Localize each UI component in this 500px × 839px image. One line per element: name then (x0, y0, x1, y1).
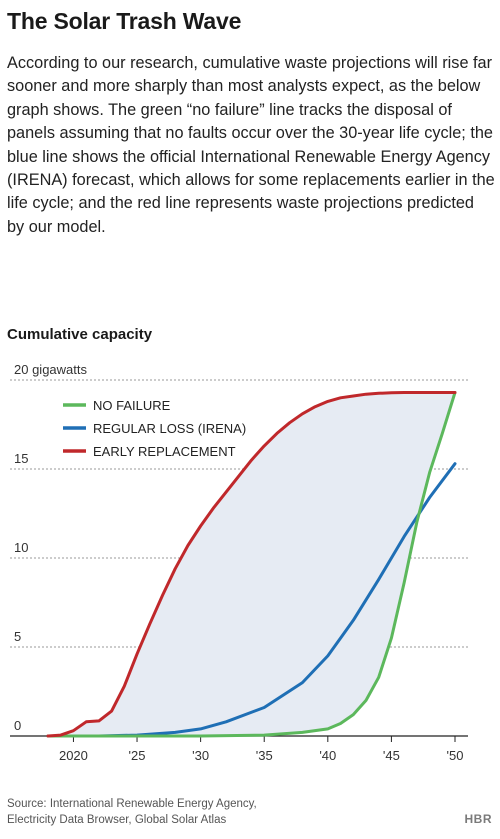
cumulative-capacity-chart: 0 5 10 15 20 gigawatts 2020 '25 '30 '35 '40 '45 '50… (10, 362, 468, 763)
hbr-logo: HBR (465, 812, 493, 826)
source-line-2: Electricity Data Browser, Global Solar A… (7, 814, 227, 826)
hbr-logo-text: HBR (464, 812, 492, 826)
legend-label-early-replacement: EARLY REPLACEMENT (93, 444, 236, 459)
x-tick-label-2020: 2020 (59, 748, 88, 763)
x-tick-label-2040: '40 (319, 748, 336, 763)
intro-paragraph: According to our research, cumulative wa… (7, 54, 495, 236)
chart-title: Cumulative capacity (7, 326, 153, 343)
y-tick-label-10: 10 (14, 540, 28, 555)
source-note: Source: International Renewable Energy A… (7, 796, 257, 828)
x-tick-label-2045: '45 (383, 748, 400, 763)
y-tick-label-0: 0 (14, 718, 21, 733)
y-tick-label-20: 20 gigawatts (14, 362, 87, 377)
legend: NO FAILURE REGULAR LOSS (IRENA) EARLY REPL… (63, 398, 246, 459)
source-line-1: Source: International Renewable Energy A… (7, 798, 257, 810)
series-line-no-failure (46, 391, 457, 738)
x-tick-label-2050: '50 (447, 748, 464, 763)
shaded-area (48, 392, 455, 736)
x-tick-label-2035: '35 (256, 748, 273, 763)
legend-label-no-failure: NO FAILURE (93, 398, 171, 413)
y-tick-label-5: 5 (14, 629, 21, 644)
legend-label-regular-loss-irena: REGULAR LOSS (IRENA) (93, 421, 246, 436)
page-title: The Solar Trash Wave (7, 8, 242, 34)
x-tick-label-2030: '30 (192, 748, 209, 763)
x-tick-label-2025: '25 (129, 748, 146, 763)
series-layer (46, 391, 457, 738)
y-tick-label-15: 15 (14, 451, 28, 466)
series-line-early-replacement (46, 391, 457, 738)
